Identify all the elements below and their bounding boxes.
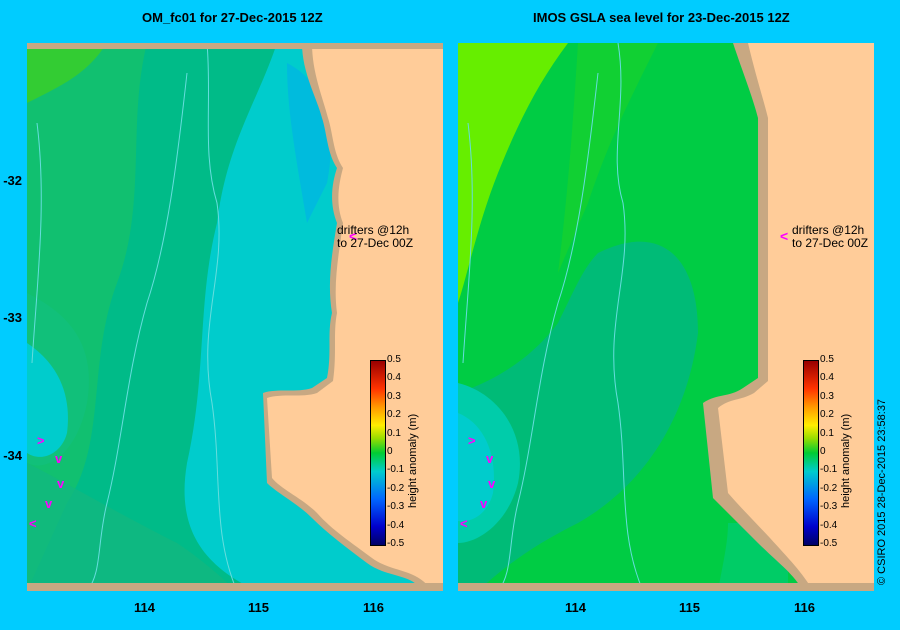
colorbar-tick-label: 0.3 — [387, 390, 401, 402]
drifter-marker: v — [57, 476, 65, 491]
colorbar-tick-label: 0 — [820, 446, 826, 457]
colorbar — [803, 360, 819, 546]
drifter-marker: < — [29, 516, 37, 531]
colorbar-tick-label: -0.5 — [820, 538, 838, 549]
colorbar-tick-label: -0.3 — [387, 501, 405, 513]
colorbar-tick-label: 0.4 — [820, 372, 834, 384]
x-tick-label: 116 — [794, 600, 815, 615]
right-map-panel: > v v v < < drifters @12h to 27-Dec 00Z … — [458, 43, 874, 591]
left-map: > v v v < < — [27, 43, 443, 591]
drifter-marker: < — [780, 228, 788, 244]
colorbar-tick-label: 0.5 — [820, 354, 834, 365]
drifter-marker: v — [480, 496, 488, 511]
copyright-credit: © CSIRO 2015 28-Dec-2015 23:58:37 — [876, 398, 888, 585]
colorbar-tick-label: -0.5 — [387, 538, 405, 549]
drifter-marker: > — [468, 433, 476, 448]
drifter-marker: v — [45, 496, 53, 511]
colorbar-tick-label: 0.3 — [820, 390, 834, 402]
colorbar-tick-label: -0.1 — [387, 464, 405, 476]
drifter-marker: v — [488, 476, 496, 491]
colorbar-tick-label: 0.2 — [820, 409, 834, 421]
colorbar-tick-label: -0.4 — [820, 519, 838, 531]
right-panel-title: IMOS GSLA sea level for 23-Dec-2015 12Z — [533, 10, 790, 25]
left-panel-title: OM_fc01 for 27-Dec-2015 12Z — [142, 10, 323, 25]
colorbar-tick-label: -0.2 — [820, 482, 838, 494]
left-map-panel: > v v v < < drifters @12h to 27-Dec 00Z … — [27, 43, 443, 591]
drifter-marker: < — [460, 516, 468, 531]
colorbar-tick-label: 0 — [387, 446, 393, 457]
colorbar-tick-label: 0.4 — [387, 372, 401, 384]
colorbar — [370, 360, 386, 546]
colorbar-tick-label: 0.5 — [387, 354, 401, 365]
drifter-marker: v — [55, 451, 63, 466]
x-tick-label: 115 — [248, 600, 269, 615]
colorbar-title: height anomaly (m) — [407, 413, 419, 508]
y-tick-label: -33 — [3, 310, 22, 325]
x-tick-label: 114 — [134, 600, 155, 615]
colorbar-tick-label: 0.1 — [820, 427, 834, 439]
colorbar-tick-label: -0.1 — [820, 464, 838, 476]
x-tick-label: 115 — [679, 600, 700, 615]
drifter-legend-label: drifters @12h to 27-Dec 00Z — [792, 223, 869, 250]
colorbar-tick-label: -0.3 — [820, 501, 838, 513]
drifter-marker: < — [349, 228, 357, 244]
colorbar-title: height anomaly (m) — [840, 413, 852, 508]
colorbar-tick-label: 0.1 — [387, 427, 401, 439]
drifter-legend-label: drifters @12h to 27-Dec 00Z — [337, 223, 414, 250]
drifter-marker: > — [37, 433, 45, 448]
colorbar-tick-label: 0.2 — [387, 409, 401, 421]
x-tick-label: 114 — [565, 600, 586, 615]
colorbar-tick-label: -0.4 — [387, 519, 405, 531]
x-tick-label: 116 — [363, 600, 384, 615]
right-map: > v v v < < — [458, 43, 874, 591]
y-tick-label: -34 — [3, 448, 22, 463]
y-tick-label: -32 — [3, 173, 22, 188]
colorbar-tick-label: -0.2 — [387, 482, 405, 494]
drifter-marker: v — [486, 451, 494, 466]
